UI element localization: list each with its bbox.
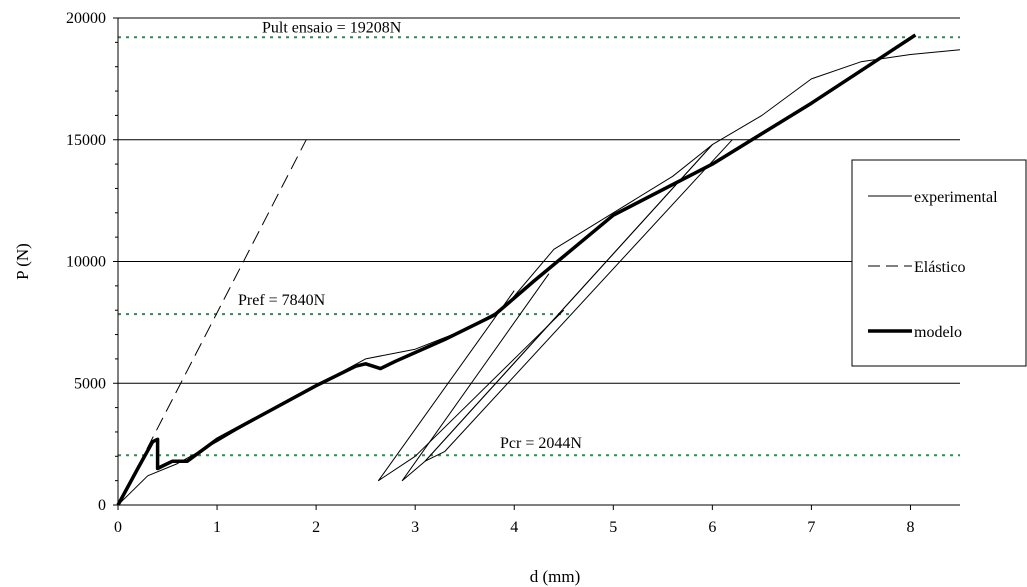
legend-box — [851, 159, 1027, 367]
y-tick-label: 0 — [98, 497, 106, 514]
x-axis-title: d (mm) — [530, 567, 581, 586]
x-tick-label: 0 — [114, 519, 122, 536]
series-line-experimental-loop — [401, 144, 713, 482]
reference-label: Pcr = 2044N — [500, 435, 582, 452]
y-axis-title: P (N) — [13, 243, 32, 280]
y-tick-label: 5000 — [74, 375, 106, 392]
legend: experimental Elástico modelo — [851, 159, 1027, 367]
legend-label-experimental: experimental — [914, 189, 998, 206]
reference-label: Pult ensaio = 19208N — [262, 19, 402, 36]
axes: 0 5000 10000 15000 20000 0 1 2 3 4 5 6 7 8 — [66, 10, 960, 536]
y-tick-label: 20000 — [66, 10, 106, 27]
x-tick-label: 5 — [609, 519, 617, 536]
legend-label-modelo: modelo — [914, 324, 962, 341]
y-tick-label: 10000 — [66, 254, 106, 271]
legend-label-elastico: Elástico — [914, 259, 966, 276]
gridlines — [118, 17, 960, 384]
series-line-modelo — [116, 33, 917, 506]
reference-lines: Pult ensaio = 19208N Pref = 7840N Pcr = 20… — [118, 19, 960, 457]
x-tick-label: 2 — [312, 519, 320, 536]
series-lines — [116, 33, 961, 506]
y-tick-label: 15000 — [66, 132, 106, 149]
x-tick-label: 6 — [708, 519, 716, 536]
x-tick-label: 7 — [807, 519, 815, 536]
x-tick-label: 8 — [906, 519, 914, 536]
reference-label: Pref = 7840N — [238, 292, 326, 309]
x-tick-label: 1 — [213, 519, 221, 536]
series-line-experimental-loop — [424, 139, 733, 462]
x-tick-label: 4 — [510, 519, 518, 536]
series-line-experimental-loop — [378, 290, 565, 482]
x-tick-label: 3 — [411, 519, 419, 536]
